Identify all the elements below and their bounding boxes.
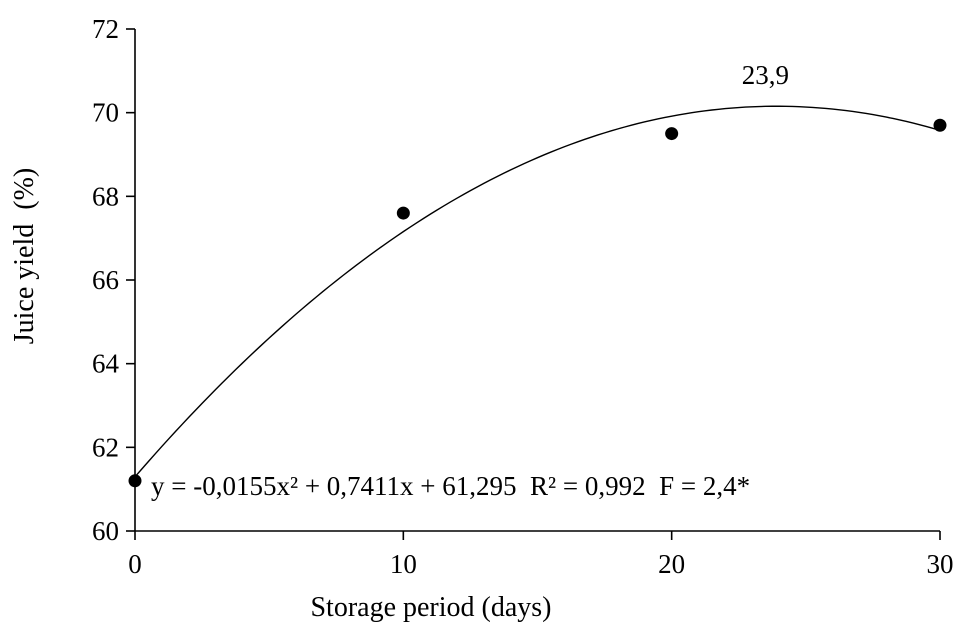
axes xyxy=(134,29,940,532)
x-tick-label: 10 xyxy=(390,549,417,579)
data-point xyxy=(665,127,679,141)
y-axis-ticks: 60 62 64 66 68 70 72 xyxy=(92,14,135,546)
data-point xyxy=(396,206,410,220)
y-tick-label: 70 xyxy=(92,98,119,128)
data-point xyxy=(933,118,947,132)
y-axis-title: Juice yield (%) xyxy=(9,168,40,345)
x-axis-title: Storage period (days) xyxy=(310,592,551,623)
data-point xyxy=(128,474,142,488)
y-tick-label: 62 xyxy=(92,432,119,462)
x-tick-label: 20 xyxy=(658,549,685,579)
x-axis-ticks: 0 10 20 30 xyxy=(128,531,954,579)
y-tick-label: 68 xyxy=(92,181,119,211)
y-tick-label: 66 xyxy=(92,265,119,295)
y-tick-label: 72 xyxy=(92,14,119,44)
vertex-annotation: 23,9 xyxy=(742,60,789,90)
y-tick-label: 64 xyxy=(92,349,120,379)
x-tick-label: 30 xyxy=(927,549,954,579)
trendline-curve xyxy=(134,105,941,478)
x-tick-label: 0 xyxy=(128,549,142,579)
annotations: 23,9 xyxy=(742,60,789,90)
data-points xyxy=(128,118,947,488)
trendline-equation: y = -0,0155x² + 0,7411x + 61,295 R² = 0,… xyxy=(151,471,750,501)
y-tick-label: 60 xyxy=(92,516,119,546)
